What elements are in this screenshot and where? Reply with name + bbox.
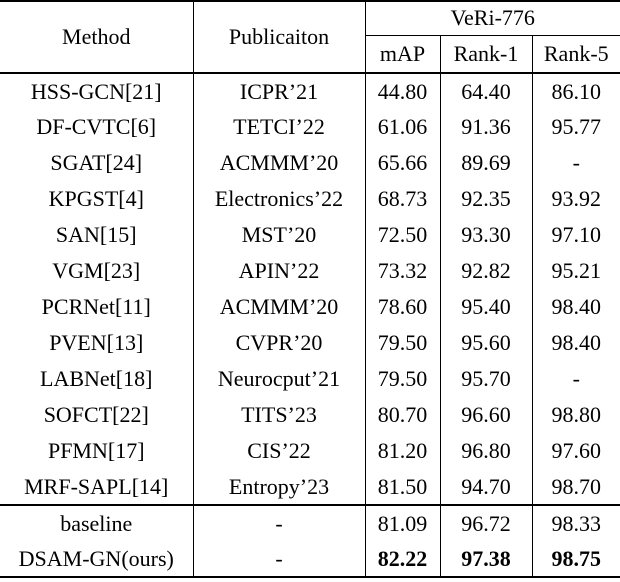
rank1-cell: 95.60 bbox=[440, 325, 533, 361]
map-cell: 61.06 bbox=[365, 109, 441, 145]
rank1-cell: 96.60 bbox=[440, 397, 533, 433]
rank5-cell: - bbox=[572, 150, 580, 175]
rank5-cell: 98.70 bbox=[551, 473, 602, 499]
map-cell: 79.50 bbox=[365, 361, 441, 397]
column-header-publication: Publicaiton bbox=[193, 1, 366, 74]
table-row: KPGST[4] Electronics’22 68.73 92.35 93.92 bbox=[0, 181, 620, 217]
column-header-rank1: Rank-1 bbox=[440, 35, 533, 74]
publication-cell: CIS’22 bbox=[193, 433, 366, 469]
rank1-cell: 92.35 bbox=[440, 181, 533, 217]
column-header-dataset-group: VeRi-776 bbox=[365, 1, 620, 36]
column-header-rank5: Rank-5 bbox=[532, 35, 620, 74]
method-cell: PCRNet[11] bbox=[0, 289, 194, 325]
map-cell: 44.80 bbox=[365, 73, 441, 109]
rank5-cell: 97.10 bbox=[551, 222, 602, 247]
method-cell: VGM[23] bbox=[0, 253, 194, 289]
map-cell: 81.09 bbox=[365, 504, 441, 541]
method-cell: SOFCT[22] bbox=[0, 397, 194, 433]
publication-cell: Entropy’23 bbox=[193, 469, 366, 505]
rank1-cell: 64.40 bbox=[440, 73, 533, 109]
map-cell: 80.70 bbox=[365, 397, 441, 433]
map-cell: 82.22 bbox=[365, 541, 441, 577]
rank5-cell: 98.40 bbox=[551, 330, 602, 355]
table-row: SOFCT[22] TITS’23 80.70 96.60 98.80 bbox=[0, 397, 620, 433]
table-header: Method Publicaiton VeRi-776 mAP Rank-1 R… bbox=[0, 1, 620, 74]
method-cell: LABNet[18] bbox=[0, 361, 194, 397]
rank1-cell: 96.80 bbox=[440, 433, 533, 469]
column-header-method: Method bbox=[0, 1, 194, 74]
method-cell: PFMN[17] bbox=[0, 433, 194, 469]
map-cell: 81.20 bbox=[365, 433, 441, 469]
rank1-cell: 92.82 bbox=[440, 253, 533, 289]
method-cell: baseline bbox=[0, 504, 194, 541]
header-row-group: Method Publicaiton VeRi-776 bbox=[0, 1, 620, 74]
rank5-cell: 95.77 bbox=[551, 114, 602, 139]
table-row: SGAT[24] ACMMM’20 65.66 89.69 - bbox=[0, 145, 620, 181]
method-cell: DF-CVTC[6] bbox=[0, 109, 194, 145]
method-cell: SAN[15] bbox=[0, 217, 194, 253]
rank5-cell: 98.80 bbox=[551, 402, 602, 427]
method-cell: MRF-SAPL[14] bbox=[0, 469, 194, 505]
rank5-cell: 95.21 bbox=[551, 258, 602, 283]
publication-cell: ACMMM’20 bbox=[193, 289, 366, 325]
rank5-cell: 93.92 bbox=[551, 186, 602, 211]
publication-cell: APIN’22 bbox=[193, 253, 366, 289]
table-row: PVEN[13] CVPR’20 79.50 95.60 98.40 bbox=[0, 325, 620, 361]
header-row-metrics: mAP Rank-1 Rank-5 bbox=[0, 35, 620, 74]
table-row: LABNet[18] Neurocput’21 79.50 95.70 - bbox=[0, 361, 620, 397]
rank1-cell: 89.69 bbox=[440, 145, 533, 181]
rank1-cell: 93.30 bbox=[440, 217, 533, 253]
rank1-cell: 95.70 bbox=[440, 361, 533, 397]
method-cell: SGAT[24] bbox=[0, 145, 194, 181]
table-row: SAN[15] MST’20 72.50 93.30 97.10 bbox=[0, 217, 620, 253]
method-cell: HSS-GCN[21] bbox=[0, 73, 194, 109]
map-cell: 78.60 bbox=[365, 289, 441, 325]
method-cell: PVEN[13] bbox=[0, 325, 194, 361]
publication-cell: ACMMM’20 bbox=[193, 145, 366, 181]
table-row: PFMN[17] CIS’22 81.20 96.80 97.60 bbox=[0, 433, 620, 469]
table-body: HSS-GCN[21] ICPR’21 44.80 64.40 86.10 DF-CVTC… bbox=[0, 73, 620, 577]
rank1-cell: 94.70 bbox=[440, 469, 533, 505]
rank5-cell: 86.10 bbox=[551, 78, 602, 104]
map-cell: 79.50 bbox=[365, 325, 441, 361]
publication-cell: - bbox=[193, 504, 366, 541]
map-cell: 72.50 bbox=[365, 217, 441, 253]
table-row: PCRNet[11] ACMMM’20 78.60 95.40 98.40 bbox=[0, 289, 620, 325]
publication-cell: - bbox=[193, 541, 366, 577]
publication-cell: Neurocput’21 bbox=[193, 361, 366, 397]
map-cell: 65.66 bbox=[365, 145, 441, 181]
publication-cell: MST’20 bbox=[193, 217, 366, 253]
rank1-cell: 91.36 bbox=[440, 109, 533, 145]
table-row: baseline -81.09 96.72 98.33 bbox=[0, 504, 620, 541]
rank5-cell: 98.75 bbox=[551, 545, 602, 571]
publication-cell: Electronics’22 bbox=[193, 181, 366, 217]
method-cell: DSAM-GN(ours) bbox=[0, 541, 194, 577]
publication-cell: TITS’23 bbox=[193, 397, 366, 433]
publication-cell: CVPR’20 bbox=[193, 325, 366, 361]
map-cell: 68.73 bbox=[365, 181, 441, 217]
method-cell: KPGST[4] bbox=[0, 181, 194, 217]
rank5-cell: - bbox=[572, 366, 580, 391]
table-row: DF-CVTC[6] TETCI’22 61.06 91.36 95.77 bbox=[0, 109, 620, 145]
column-header-map: mAP bbox=[365, 35, 441, 74]
rank5-cell: 98.40 bbox=[551, 294, 602, 319]
table-row: MRF-SAPL[14] Entropy’23 81.50 94.70 98.70 bbox=[0, 469, 620, 505]
map-cell: 73.32 bbox=[365, 253, 441, 289]
rank1-cell: 95.40 bbox=[440, 289, 533, 325]
map-cell: 81.50 bbox=[365, 469, 441, 505]
publication-cell: ICPR’21 bbox=[193, 73, 366, 109]
rank1-cell: 97.38 bbox=[440, 541, 533, 577]
table-row: DSAM-GN(ours) -82.22 97.38 98.75 bbox=[0, 541, 620, 577]
publication-cell: TETCI’22 bbox=[193, 109, 366, 145]
rank1-cell: 96.72 bbox=[440, 504, 533, 541]
rank5-cell: 98.33 bbox=[532, 504, 620, 541]
rank5-cell: 97.60 bbox=[551, 438, 602, 463]
table-row: HSS-GCN[21] ICPR’21 44.80 64.40 86.10 bbox=[0, 73, 620, 109]
table-row: VGM[23] APIN’22 73.32 92.82 95.21 bbox=[0, 253, 620, 289]
